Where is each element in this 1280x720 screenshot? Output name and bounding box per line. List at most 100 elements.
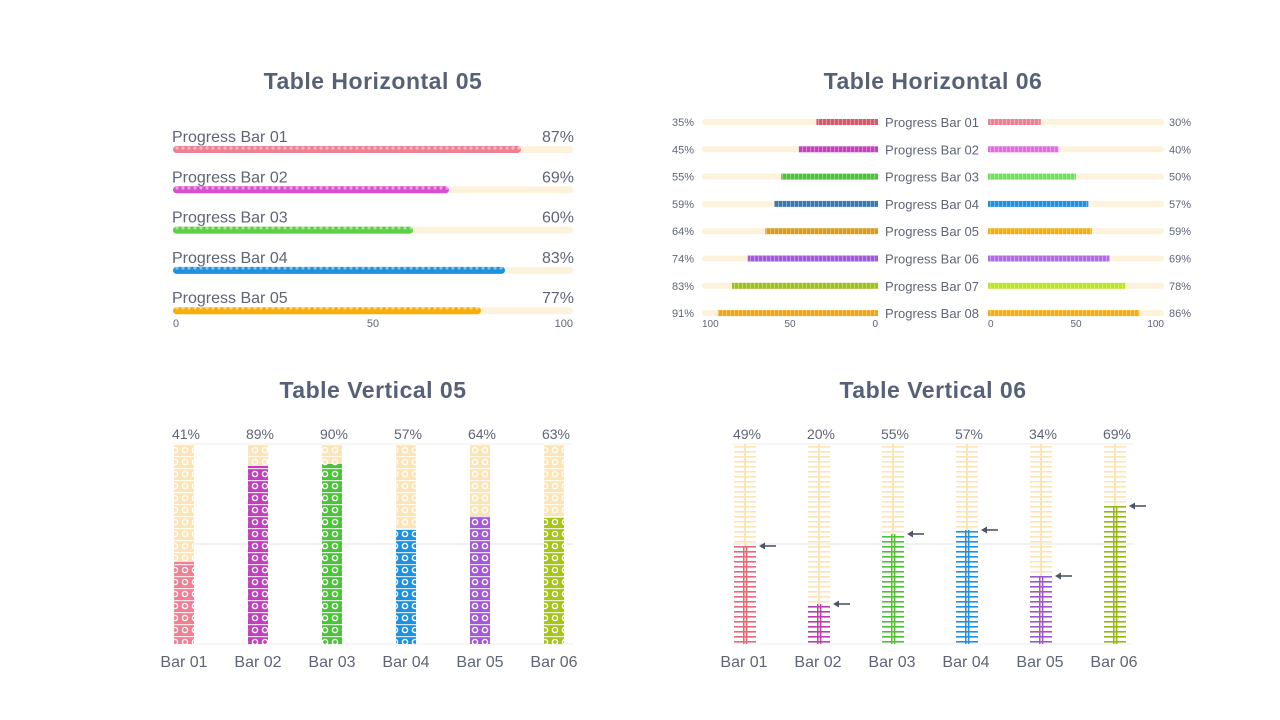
- v06-bar-stem: [894, 534, 896, 644]
- v05-value-label: 89%: [246, 426, 274, 442]
- h06-category-label: Progress Bar 02: [885, 142, 979, 157]
- h06-right-bar: [988, 255, 1110, 262]
- h06-category-label: Progress Bar 07: [885, 279, 979, 294]
- v05-value-label: 64%: [468, 426, 496, 442]
- h05-value-label: 69%: [542, 169, 574, 186]
- h05-bar: [173, 266, 505, 274]
- h06-right-value-label: 59%: [1169, 226, 1191, 238]
- v06-value-label: 55%: [881, 426, 909, 442]
- v06-bar-stem: [891, 534, 893, 644]
- h05-bar: [173, 226, 413, 234]
- h06-left-value-label: 35%: [672, 117, 694, 129]
- h06-right-tick-label: 50: [1070, 319, 1082, 330]
- v06-pointer-arrow-icon: [981, 526, 987, 534]
- h06-left-bar: [717, 310, 878, 317]
- v05-category-label: Bar 06: [530, 654, 577, 671]
- h06-right-value-label: 86%: [1169, 308, 1191, 320]
- h05-category-label: Progress Bar 02: [172, 169, 288, 186]
- v06-bar: [1104, 506, 1126, 644]
- h06-left-tick-label: 50: [784, 319, 796, 330]
- h05-value-label: 60%: [542, 210, 574, 227]
- v05-value-label: 90%: [320, 426, 348, 442]
- v06-bar-stem: [1042, 576, 1044, 644]
- h06-right-value-label: 78%: [1169, 281, 1191, 293]
- h05-category-label: Progress Bar 01: [172, 129, 288, 146]
- v06-category-label: Bar 04: [942, 654, 989, 671]
- h06-right-value-label: 50%: [1169, 172, 1191, 184]
- h06-category-label: Progress Bar 04: [885, 197, 979, 212]
- v06-bar-stem: [746, 546, 748, 644]
- v06-bar: [734, 546, 756, 644]
- v05-bar: [174, 562, 194, 644]
- h06-right-tick-label: 100: [1147, 319, 1164, 330]
- h06-right-value-label: 57%: [1169, 199, 1191, 211]
- v06-bar-stem: [965, 530, 967, 644]
- v05-value-label: 41%: [172, 426, 200, 442]
- title-table-vertical-06: Table Vertical 06: [839, 377, 1027, 403]
- h06-right-bar: [988, 200, 1089, 207]
- v06-bar-stem: [968, 530, 970, 644]
- h06-right-bar: [988, 282, 1126, 289]
- v06-value-label: 57%: [955, 426, 983, 442]
- v06-value-label: 20%: [807, 426, 835, 442]
- v06-category-label: Bar 05: [1016, 654, 1063, 671]
- v05-bar: [396, 530, 416, 644]
- v05-value-label: 57%: [394, 426, 422, 442]
- v06-pointer-arrow-icon: [833, 600, 839, 608]
- v05-value-label: 63%: [542, 426, 570, 442]
- v05-bar: [544, 518, 564, 644]
- v06-pointer-arrow-icon: [759, 542, 765, 550]
- h06-left-value-label: 59%: [672, 199, 694, 211]
- v06-category-label: Bar 06: [1090, 654, 1137, 671]
- v06-bar-stem: [1113, 506, 1115, 644]
- v06-pointer-arrow-icon: [1055, 572, 1061, 580]
- h06-left-value-label: 91%: [672, 308, 694, 320]
- h05-tick-label: 0: [173, 318, 179, 330]
- h06-left-tick-label: 100: [702, 319, 719, 330]
- h05-category-label: Progress Bar 04: [172, 250, 288, 267]
- h05-value-label: 77%: [542, 290, 574, 307]
- v06-value-label: 49%: [733, 426, 761, 442]
- v06-bar-stem: [820, 604, 822, 644]
- h06-right-bar: [988, 146, 1059, 153]
- v06-bar-stem: [1116, 506, 1118, 644]
- h06-right-bar: [988, 310, 1140, 317]
- h05-tick-label: 50: [367, 318, 379, 330]
- v06-category-label: Bar 02: [794, 654, 841, 671]
- h05-bar: [173, 307, 481, 315]
- h06-category-label: Progress Bar 06: [885, 252, 979, 267]
- v06-bar: [882, 534, 904, 644]
- h05-value-label: 87%: [542, 129, 574, 146]
- h06-left-bar: [774, 200, 878, 207]
- h05-tick-label: 100: [555, 318, 573, 330]
- v05-category-label: Bar 01: [160, 654, 207, 671]
- v06-value-label: 69%: [1103, 426, 1131, 442]
- v06-bar-stem: [743, 546, 745, 644]
- h06-left-value-label: 64%: [672, 226, 694, 238]
- h06-right-value-label: 30%: [1169, 117, 1191, 129]
- title-table-horizontal-05: Table Horizontal 05: [263, 68, 483, 94]
- h06-left-bar: [816, 119, 878, 125]
- title-table-horizontal-06: Table Horizontal 06: [823, 68, 1043, 94]
- h05-bar: [173, 146, 521, 153]
- h06-left-value-label: 74%: [672, 254, 694, 266]
- h06-right-bar: [988, 119, 1041, 125]
- h06-left-bar: [731, 282, 878, 289]
- h06-left-bar: [798, 146, 878, 153]
- h05-category-label: Progress Bar 03: [172, 210, 288, 227]
- h06-right-value-label: 69%: [1169, 254, 1191, 266]
- h06-category-label: Progress Bar 03: [885, 170, 979, 185]
- h06-right-bar: [988, 228, 1092, 235]
- h06-left-bar: [747, 255, 878, 262]
- title-table-vertical-05: Table Vertical 05: [279, 377, 467, 403]
- h06-right-value-label: 40%: [1169, 144, 1191, 156]
- h05-value-label: 83%: [542, 250, 574, 267]
- v06-track-axis: [818, 444, 820, 644]
- v06-bar-stem: [817, 604, 819, 644]
- h06-right-bar: [988, 173, 1076, 180]
- h06-left-bar: [781, 173, 878, 180]
- v05-category-label: Bar 02: [234, 654, 281, 671]
- h05-bar: [173, 186, 449, 194]
- v05-bar: [470, 516, 490, 644]
